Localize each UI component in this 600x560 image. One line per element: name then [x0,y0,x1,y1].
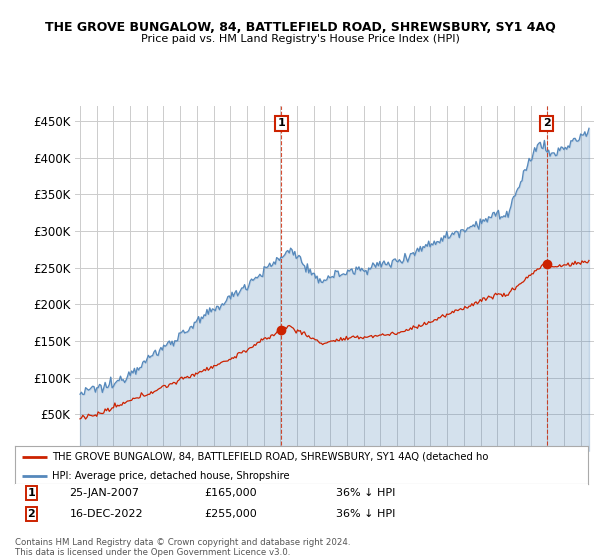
Text: THE GROVE BUNGALOW, 84, BATTLEFIELD ROAD, SHREWSBURY, SY1 4AQ: THE GROVE BUNGALOW, 84, BATTLEFIELD ROAD… [44,21,556,34]
Text: 1: 1 [28,488,35,498]
Text: 2: 2 [543,119,550,128]
Text: 36% ↓ HPI: 36% ↓ HPI [336,508,395,519]
Text: Contains HM Land Registry data © Crown copyright and database right 2024.
This d: Contains HM Land Registry data © Crown c… [15,538,350,557]
Text: 2: 2 [28,508,35,519]
Text: THE GROVE BUNGALOW, 84, BATTLEFIELD ROAD, SHREWSBURY, SY1 4AQ (detached ho: THE GROVE BUNGALOW, 84, BATTLEFIELD ROAD… [52,451,488,461]
Text: £165,000: £165,000 [204,488,257,498]
Text: Price paid vs. HM Land Registry's House Price Index (HPI): Price paid vs. HM Land Registry's House … [140,34,460,44]
Text: £255,000: £255,000 [204,508,257,519]
Text: 16-DEC-2022: 16-DEC-2022 [70,508,143,519]
Text: 25-JAN-2007: 25-JAN-2007 [70,488,139,498]
Text: 1: 1 [278,119,286,128]
Text: HPI: Average price, detached house, Shropshire: HPI: Average price, detached house, Shro… [52,471,290,481]
Text: 36% ↓ HPI: 36% ↓ HPI [336,488,395,498]
